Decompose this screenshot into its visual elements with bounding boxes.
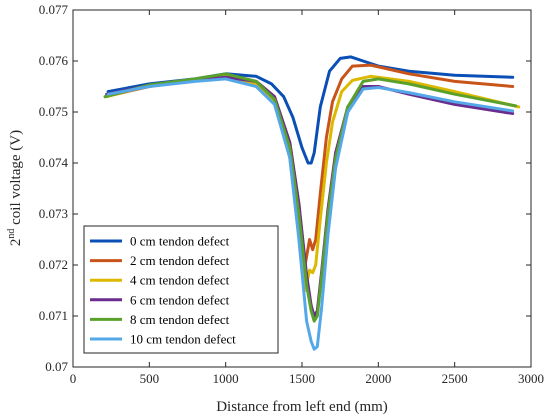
legend-label-1: 0 cm tendon defect [130, 234, 230, 249]
x-tick-label: 2500 [442, 371, 468, 386]
legend-label-6: 10 cm tendon defect [130, 332, 236, 347]
x-axis-label: Distance from left end (mm) [216, 399, 388, 415]
x-axis-ticks: 0 500 1000 1500 2000 2500 3000 [70, 10, 544, 386]
legend-label-4: 6 cm tendon defect [130, 292, 230, 307]
y-tick-label: 0.072 [39, 257, 68, 272]
y-tick-label: 0.071 [39, 308, 68, 323]
series-line-6 [106, 77, 515, 351]
y-tick-label: 0.07 [45, 359, 68, 374]
y-axis-label: 2nd coil voltage (V) [6, 130, 24, 246]
y-tick-label: 0.075 [39, 104, 68, 119]
series-line-5 [103, 72, 518, 323]
legend-box [83, 225, 279, 354]
x-tick-label: 0 [70, 371, 77, 386]
y-tick-label: 0.074 [39, 155, 69, 170]
x-tick-label: 1000 [213, 371, 239, 386]
y-axis-ticks: 0.07 0.071 0.072 0.073 0.074 0.075 0.076 0.077 [39, 2, 531, 374]
y-axis-label-prefix: 2 [8, 239, 24, 247]
legend-label-5: 8 cm tendon defect [130, 312, 230, 327]
y-tick-label: 0.073 [39, 206, 68, 221]
series-layer [103, 55, 521, 351]
legend: 0 cm tendon defect 2 cm tendon defect 4 cm… [83, 225, 279, 354]
legend-label-2: 2 cm tendon defect [130, 253, 230, 268]
x-tick-label: 500 [140, 371, 160, 386]
legend-label-3: 4 cm tendon defect [130, 273, 230, 288]
x-tick-label: 1500 [289, 371, 315, 386]
y-axis-label-superscript: nd [6, 229, 17, 239]
x-tick-label: 3000 [518, 371, 544, 386]
y-tick-label: 0.077 [39, 2, 69, 17]
y-tick-label: 0.076 [39, 53, 69, 68]
y-axis-label-rest: coil voltage (V) [8, 130, 24, 229]
x-tick-label: 2000 [365, 371, 391, 386]
